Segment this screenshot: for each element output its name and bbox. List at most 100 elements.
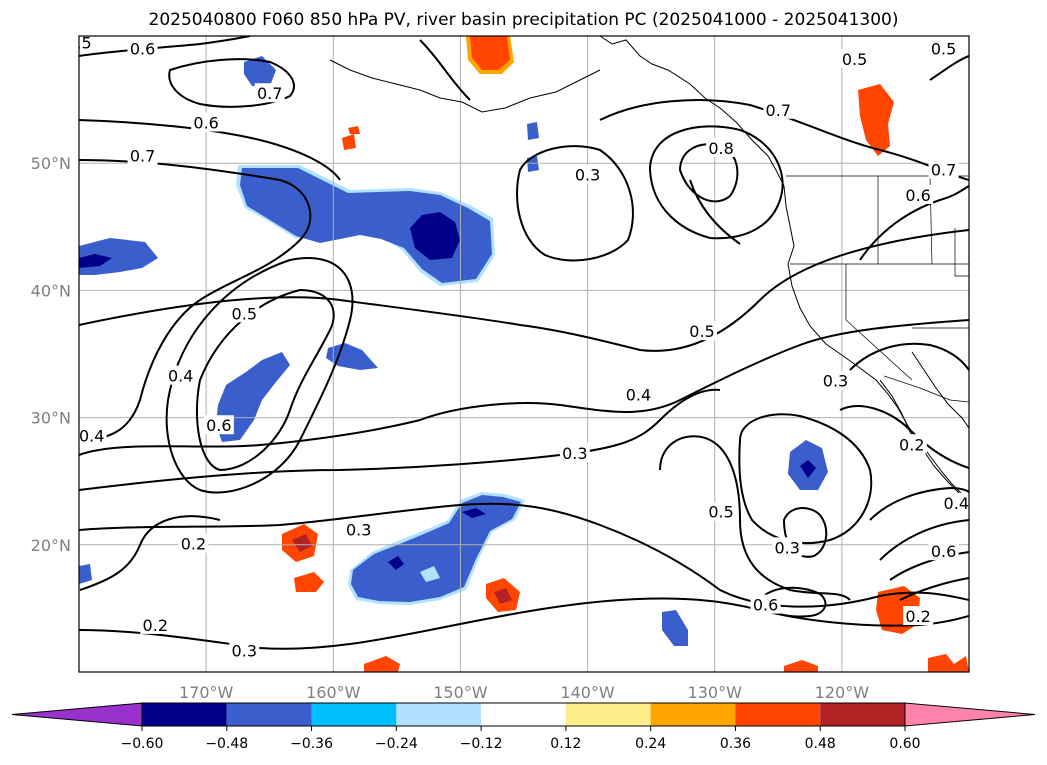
colorbar-tick-label: 0.36 (720, 736, 751, 752)
contour-label-background (229, 303, 260, 323)
contour-label-background (928, 159, 959, 179)
pv-contour (79, 388, 721, 491)
colorbar-segment (650, 703, 736, 726)
contour-label-text: 0.6 (193, 113, 218, 132)
contour-label: 0.7 (763, 99, 794, 120)
latitude-tick-labels: 50°N 40°N 30°N 20°N (31, 154, 71, 555)
positive-anomaly-patch (294, 572, 324, 592)
contour-label: 0.3 (572, 164, 603, 185)
colorbar-segment (565, 703, 651, 726)
pv-contour (599, 99, 969, 181)
contour-label-background (572, 164, 603, 184)
colorbar (11, 702, 1036, 727)
pv-contours (79, 36, 969, 650)
longitude-tick-label: 160°W (306, 683, 361, 702)
colorbar-segment (735, 703, 821, 726)
pv-contour (758, 586, 827, 618)
contour-label: 0.2 (896, 434, 927, 454)
pv-contour (195, 288, 335, 472)
contour-label-text: 0.3 (823, 372, 848, 391)
contour-label-background (178, 533, 209, 553)
contour-label-background (820, 370, 851, 390)
negative-anomaly-patch (326, 343, 378, 370)
contour-label-text: 0.2 (181, 535, 206, 554)
contour-label: 0.6 (750, 594, 781, 615)
pv-contour (79, 229, 969, 352)
contour-label-text: 0.6 (130, 40, 155, 59)
strong-positive-core (494, 588, 512, 604)
pv-contour (839, 405, 969, 469)
colorbar-tick-label: 0.60 (889, 736, 920, 752)
contour-label-background (687, 321, 717, 341)
state-border (845, 264, 913, 381)
contour-label-text: 0.5 (232, 304, 257, 323)
contour-label: 0.6 (928, 541, 959, 561)
contour-label-background (254, 83, 285, 103)
latitude-tick-label: 40°N (31, 281, 71, 300)
strong-negative-core (410, 212, 460, 260)
contour-label-background (229, 640, 260, 660)
strong-negative-core (462, 508, 486, 518)
contour-label-text: 0.3 (232, 641, 257, 660)
state-borders (786, 175, 969, 403)
colorbar-tick-label: −0.60 (121, 736, 164, 752)
contour-label: 0.4 (165, 365, 196, 386)
contour-label-text: 0.3 (575, 166, 600, 185)
pv-contour (165, 257, 354, 494)
state-border (954, 228, 969, 277)
colorbar-tick-label: −0.12 (460, 736, 503, 752)
colorbar-segment (396, 703, 482, 726)
contour-label-background (343, 519, 374, 539)
contour-label: 0.5 (928, 38, 959, 59)
contour-label-background (706, 501, 737, 521)
positive-anomaly-patch (928, 654, 969, 672)
contour-label: 0.3 (559, 443, 590, 463)
contour-label-text: 0.7 (931, 161, 956, 180)
positive-anomaly-patch (470, 36, 510, 70)
negative-anomaly-patch (244, 56, 276, 86)
contour-label-background (79, 425, 107, 445)
contour-label-text: 0.4 (944, 494, 969, 513)
pv-contour (516, 145, 634, 262)
map-frame (78, 35, 970, 673)
colorbar-tick-label: 0.24 (635, 736, 666, 752)
alaska-coastline (329, 59, 601, 113)
colorbar-extend-low (11, 702, 143, 727)
negative-anomaly-patch (527, 156, 539, 172)
contour-label-background (165, 365, 196, 385)
contour-label: 0.6 (903, 185, 934, 205)
pv-contour (659, 435, 851, 601)
longitude-tick-label: 150°W (433, 683, 488, 702)
contour-label: 0.8 (706, 137, 737, 158)
colorbar-outline (141, 702, 906, 727)
longitude-tick-label: 120°W (815, 683, 870, 702)
contour-label-text: 0.5 (842, 50, 867, 69)
contour-label-text: 0.2 (899, 435, 924, 454)
contour-label: 0.7 (928, 159, 959, 180)
contour-label-background (772, 537, 803, 557)
contour-label-background (903, 185, 934, 204)
negative-anomaly-patch (216, 352, 290, 442)
pv-contour (79, 597, 969, 650)
pv-contour (79, 515, 221, 591)
contour-label-text: 0.2 (143, 616, 168, 635)
contour-label-background (928, 541, 959, 561)
colorbar-tick-label: 0.48 (805, 736, 836, 752)
contour-label: 0.6 (191, 112, 222, 132)
pv-contour (738, 413, 873, 544)
negative-anomaly-patch (79, 564, 92, 584)
contour-label: 0.7 (254, 83, 285, 103)
colorbar-segment (226, 703, 312, 726)
colorbar-tick-labels: −0.60 −0.48 −0.36 −0.24 −0.12 0.12 0.24 0.36 0.4… (121, 726, 921, 752)
positive-anomaly-patch (342, 134, 356, 150)
contour-label-text: 0.3 (346, 521, 371, 540)
contour-label-background (903, 606, 934, 626)
contour-label: 0.4 (79, 425, 107, 445)
contour-label: 0.2 (140, 614, 171, 635)
latitude-tick-label: 20°N (31, 536, 71, 555)
contour-label-background (559, 443, 590, 463)
contour-label-background (623, 384, 654, 404)
contour-label-text: 0.3 (562, 444, 587, 463)
pv-contour (849, 342, 969, 371)
contour-label: 0.5 (839, 48, 870, 69)
